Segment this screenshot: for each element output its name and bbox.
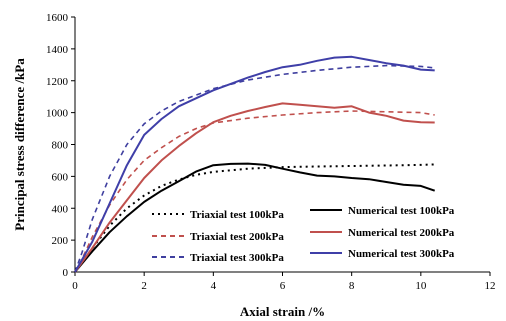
x-tick-label: 10 <box>415 280 427 292</box>
x-tick-label: 4 <box>211 280 217 292</box>
x-tick-label: 0 <box>72 280 78 292</box>
legend-label-1: Triaxial test 200kPa <box>190 231 284 243</box>
x-tick-label: 6 <box>280 280 286 292</box>
y-tick-label: 1400 <box>46 44 69 56</box>
series-line-4 <box>74 102 435 273</box>
legend-label-2: Triaxial test 300kPa <box>190 252 284 264</box>
legend-label-5: Numerical test 300kPa <box>348 248 455 260</box>
axes: 0 200 400 600 800 1000 1200 1400 1600 0 2 4 6 8 10 12 <box>46 12 496 292</box>
y-tick-label: 400 <box>52 203 69 215</box>
x-tick-label: 2 <box>141 280 147 292</box>
series-line-0 <box>74 163 435 273</box>
legend: Triaxial test 100kPa Triaxial test 200kPa… <box>152 205 455 264</box>
legend-label-0: Triaxial test 100kPa <box>190 209 284 221</box>
y-tick-label: 1600 <box>46 12 69 24</box>
y-tick-label: 1000 <box>46 108 69 120</box>
x-tick-label: 8 <box>349 280 355 292</box>
x-tick-label: 12 <box>485 280 496 292</box>
y-axis-label: Principal stress difference /kPa <box>12 58 27 231</box>
y-tick-label: 200 <box>52 235 69 247</box>
series-line-3 <box>74 162 436 273</box>
y-tick-label: 600 <box>52 171 69 183</box>
y-tick-label: 800 <box>52 140 69 152</box>
legend-label-3: Numerical test 100kPa <box>348 205 455 217</box>
y-tick-label: 1200 <box>46 76 69 88</box>
series-lines <box>74 55 436 273</box>
x-axis-label: Axial strain /% <box>240 304 325 319</box>
series-line-5 <box>74 55 435 273</box>
y-tick-label: 0 <box>63 267 69 279</box>
legend-label-4: Numerical test 200kPa <box>348 227 455 239</box>
